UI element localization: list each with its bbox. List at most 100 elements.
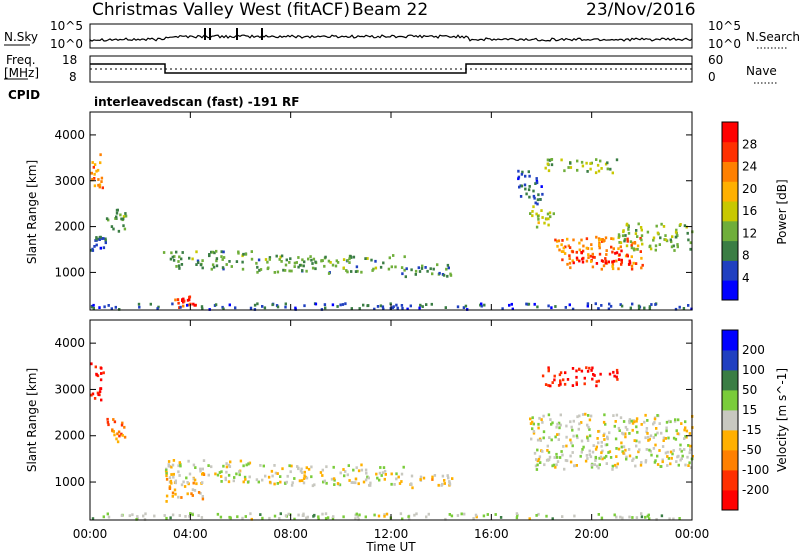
range-cell	[558, 456, 562, 459]
range-cell	[585, 259, 589, 263]
range-cell	[580, 439, 584, 443]
range-cell	[588, 428, 591, 431]
cpid-text: interleavedscan (fast) -191 RF	[94, 95, 299, 109]
range-cell	[433, 474, 437, 477]
range-cell	[90, 171, 93, 175]
range-cell	[637, 222, 640, 226]
range-cell	[97, 393, 100, 396]
range-cell	[628, 421, 631, 425]
freq-label-line2: [MHz]	[4, 66, 39, 80]
range-cell	[177, 470, 180, 474]
range-cell	[645, 448, 648, 451]
range-cell	[655, 518, 658, 521]
range-cell	[273, 482, 276, 486]
range-cell	[646, 432, 649, 435]
freq-right-tick-bottom: 0	[708, 70, 716, 84]
range-cell	[619, 241, 623, 245]
range-cell	[197, 261, 200, 264]
range-cell	[302, 477, 306, 480]
range-cell	[93, 397, 97, 400]
range-cell	[171, 491, 175, 495]
range-cell	[222, 250, 225, 254]
range-cell	[354, 481, 357, 485]
range-cell	[96, 168, 100, 172]
range-cell	[626, 239, 629, 243]
range-cell	[609, 304, 613, 308]
range-cell	[192, 302, 195, 306]
range-cell	[630, 255, 633, 259]
range-cell	[600, 267, 603, 271]
range-cell	[608, 372, 612, 376]
range-cell	[356, 269, 359, 273]
range-cell	[527, 170, 530, 174]
range-cell	[543, 463, 546, 467]
range-cell	[419, 475, 423, 479]
range-cell	[624, 435, 627, 439]
range-cell	[115, 211, 119, 215]
range-cell	[431, 478, 434, 481]
range-cell	[611, 263, 615, 267]
range-cell	[587, 253, 590, 256]
range-cell	[257, 258, 261, 262]
range-cell	[563, 382, 567, 386]
range-cell	[400, 480, 403, 483]
range-cell	[538, 437, 542, 441]
range-cell	[296, 465, 299, 468]
range-cell	[163, 514, 166, 517]
velocity-colorbar-label: Velocity [m s^-1]	[775, 368, 789, 472]
range-cell	[186, 303, 189, 307]
freq-left-tick-bottom: 8	[69, 70, 77, 84]
noise-line	[89, 34, 693, 42]
range-cell	[665, 429, 668, 433]
range-cell	[621, 516, 624, 520]
range-cell	[586, 170, 589, 173]
range-cell	[594, 459, 597, 462]
range-cell	[93, 184, 97, 188]
range-cell	[358, 307, 361, 310]
y-tick-label: 3000	[54, 174, 85, 188]
range-cell	[348, 479, 351, 482]
range-cell	[448, 480, 451, 483]
range-cell	[180, 496, 183, 499]
range-cell	[605, 462, 608, 465]
range-cell	[221, 258, 224, 261]
range-cell	[550, 422, 553, 426]
range-cell	[95, 169, 98, 173]
range-cell	[475, 515, 478, 519]
range-cell	[646, 514, 649, 518]
range-cell	[597, 513, 600, 516]
range-cell	[537, 457, 541, 461]
range-cell	[352, 255, 356, 259]
range-cell	[555, 425, 558, 429]
colorbar-segment	[722, 220, 738, 242]
range-cell	[374, 266, 378, 270]
range-cell	[600, 167, 603, 170]
range-cell	[549, 418, 552, 421]
range-cell	[527, 188, 531, 192]
range-cell	[448, 513, 451, 516]
range-cell	[178, 461, 181, 464]
range-cell	[634, 232, 638, 235]
range-cell	[270, 469, 274, 473]
range-cell	[591, 450, 595, 454]
range-cell	[483, 303, 486, 307]
range-cell	[210, 267, 213, 271]
range-cell	[661, 460, 664, 464]
range-cell	[167, 460, 171, 463]
range-cell	[604, 443, 607, 447]
range-cell	[113, 420, 117, 424]
range-cell	[100, 366, 103, 370]
range-cell	[123, 425, 126, 429]
range-cell	[280, 254, 284, 258]
colorbar-tick-label: 8	[742, 249, 750, 263]
range-cell	[242, 464, 245, 468]
range-cell	[594, 302, 597, 306]
range-cell	[547, 450, 551, 454]
range-cell	[138, 305, 141, 309]
range-cell	[156, 307, 159, 310]
range-cell	[650, 303, 653, 306]
range-cell	[119, 213, 122, 217]
range-cell	[589, 167, 592, 171]
range-cell	[188, 298, 191, 302]
range-cell	[178, 474, 181, 477]
